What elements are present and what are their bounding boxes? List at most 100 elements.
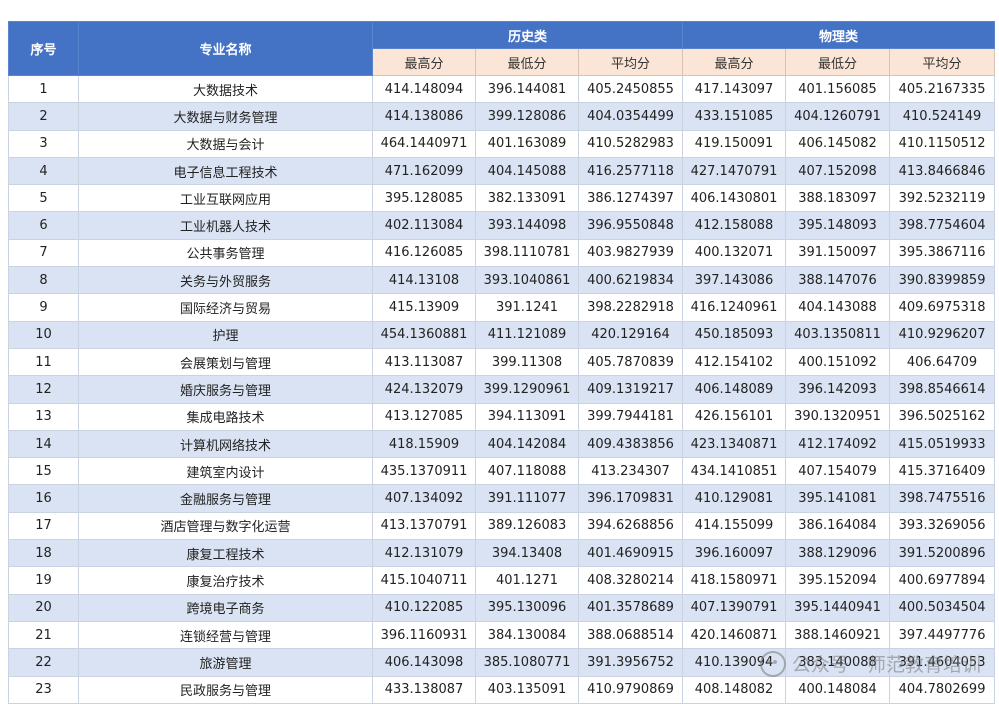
cell-seq-no: 23 (8, 675, 79, 704)
cell-history-avg: 388.0688514 (577, 620, 684, 650)
table-row: 3 大数据与会计 464.1440971 401.163089 410.5282983 4… (8, 129, 996, 158)
table-body: 1 大数据技术 414.148094 396.144081 405.2450855 417… (8, 74, 996, 704)
table-row: 11 会展策划与管理 413.113087 399.11308 405.7870839 4… (8, 347, 996, 377)
cell-history-max: 402.113084 (372, 211, 476, 240)
cell-physics-max: 434.1410851 (682, 457, 787, 486)
cell-history-min: 407.118088 (475, 457, 579, 486)
cell-seq-no: 11 (8, 347, 79, 377)
cell-history-avg: 400.6219834 (577, 266, 684, 295)
cell-major-name: 大数据技术 (78, 74, 373, 104)
cell-history-max: 454.1360881 (372, 320, 476, 349)
table-row: 8 关务与外贸服务 414.13108 393.1040861 400.6219834 3… (8, 266, 996, 295)
cell-major-name: 婚庆服务与管理 (78, 375, 373, 404)
cell-major-name: 国际经济与贸易 (78, 293, 373, 322)
cell-history-avg: 396.1709831 (577, 484, 684, 513)
cell-physics-min: 412.174092 (785, 429, 891, 459)
cell-physics-max: 418.1580971 (682, 566, 787, 595)
table-row: 23 民政服务与管理 433.138087 403.135091 410.9790869… (8, 675, 996, 704)
cell-physics-min: 395.141081 (785, 484, 891, 513)
cell-history-avg: 416.2577118 (577, 156, 684, 186)
cell-physics-avg: 409.6975318 (889, 293, 996, 322)
cell-major-name: 公共事务管理 (78, 238, 373, 268)
cell-physics-min: 403.1350811 (785, 320, 891, 349)
table-row: 18 康复工程技术 412.131079 394.13408 401.4690915 39… (8, 539, 996, 568)
cell-physics-avg: 392.5232119 (889, 184, 996, 213)
cell-history-min: 395.130096 (475, 593, 579, 622)
cell-physics-avg: 390.8399859 (889, 266, 996, 295)
cell-history-min: 382.133091 (475, 184, 579, 213)
cell-history-avg: 398.2282918 (577, 293, 684, 322)
cell-major-name: 大数据与财务管理 (78, 102, 373, 131)
cell-major-name: 民政服务与管理 (78, 675, 373, 704)
cell-history-min: 393.1040861 (475, 266, 579, 295)
table-row: 5 工业互联网应用 395.128085 382.133091 386.1274397 4… (8, 184, 996, 213)
cell-history-avg: 386.1274397 (577, 184, 684, 213)
header-group-physics: 物理类 (682, 21, 996, 49)
cell-history-max: 412.131079 (372, 539, 476, 568)
cell-seq-no: 19 (8, 566, 79, 595)
table-row: 16 金融服务与管理 407.134092 391.111077 396.1709831… (8, 484, 996, 513)
table-row: 21 连锁经营与管理 396.1160931 384.130084 388.068851… (8, 620, 996, 650)
cell-history-max: 406.143098 (372, 648, 476, 677)
cell-history-min: 401.163089 (475, 129, 579, 158)
cell-physics-min: 386.164084 (785, 511, 891, 541)
cell-history-avg: 391.3956752 (577, 648, 684, 677)
header-group-history: 历史类 (371, 21, 684, 49)
cell-physics-max: 414.155099 (682, 511, 787, 541)
cell-history-avg: 409.4383856 (577, 429, 684, 459)
table-row: 12 婚庆服务与管理 424.132079 399.1290961 409.131921… (8, 375, 996, 404)
cell-history-max: 471.162099 (372, 156, 476, 186)
cell-physics-avg: 413.8466846 (889, 156, 996, 186)
cell-seq-no: 7 (8, 238, 79, 268)
cell-seq-no: 17 (8, 511, 79, 541)
cell-physics-max: 410.129081 (682, 484, 787, 513)
cell-physics-min: 388.1460921 (785, 620, 891, 650)
cell-physics-min: 395.1440941 (785, 593, 891, 622)
table-row: 9 国际经济与贸易 415.13909 391.1241 398.2282918 416.… (8, 293, 996, 322)
cell-history-max: 395.128085 (372, 184, 476, 213)
header-physics-min: 最低分 (785, 48, 891, 76)
cell-seq-no: 2 (8, 102, 79, 131)
cell-physics-avg: 406.64709 (889, 347, 996, 377)
cell-seq-no: 14 (8, 429, 79, 459)
cell-physics-avg: 397.4497776 (889, 620, 996, 650)
cell-physics-min: 388.147076 (785, 266, 891, 295)
cell-history-avg: 409.1319217 (577, 375, 684, 404)
cell-physics-max: 396.160097 (682, 539, 787, 568)
cell-history-max: 433.138087 (372, 675, 476, 704)
cell-history-max: 415.13909 (372, 293, 476, 322)
cell-physics-min: 404.1260791 (785, 102, 891, 131)
table-row: 14 计算机网络技术 418.15909 404.142084 409.4383856 4… (8, 429, 996, 459)
cell-seq-no: 12 (8, 375, 79, 404)
cell-history-min: 393.144098 (475, 211, 579, 240)
table-row: 4 电子信息工程技术 471.162099 404.145088 416.2577118… (8, 156, 996, 186)
cell-major-name: 计算机网络技术 (78, 429, 373, 459)
cell-major-name: 跨境电子商务 (78, 593, 373, 622)
cell-physics-avg: 391.4604053 (889, 648, 996, 677)
cell-history-max: 413.113087 (372, 347, 476, 377)
cell-seq-no: 16 (8, 484, 79, 513)
cell-history-min: 398.1110781 (475, 238, 579, 268)
cell-physics-avg: 391.5200896 (889, 539, 996, 568)
table-row: 19 康复治疗技术 415.1040711 401.1271 408.3280214 41… (8, 566, 996, 595)
cell-seq-no: 21 (8, 620, 79, 650)
cell-physics-avg: 396.5025162 (889, 402, 996, 431)
cell-physics-max: 412.154102 (682, 347, 787, 377)
cell-major-name: 金融服务与管理 (78, 484, 373, 513)
cell-major-name: 大数据与会计 (78, 129, 373, 158)
cell-physics-avg: 393.3269056 (889, 511, 996, 541)
cell-physics-min: 388.183097 (785, 184, 891, 213)
cell-physics-avg: 400.6977894 (889, 566, 996, 595)
table-row: 7 公共事务管理 416.126085 398.1110781 403.9827939 4… (8, 238, 996, 268)
cell-major-name: 电子信息工程技术 (78, 156, 373, 186)
cell-history-max: 407.134092 (372, 484, 476, 513)
cell-physics-avg: 398.8546614 (889, 375, 996, 404)
cell-physics-min: 388.129096 (785, 539, 891, 568)
header-history-min: 最低分 (475, 48, 579, 76)
cell-history-max: 396.1160931 (372, 620, 476, 650)
cell-physics-min: 391.150097 (785, 238, 891, 268)
cell-physics-min: 400.151092 (785, 347, 891, 377)
table-row: 15 建筑室内设计 435.1370911 407.118088 413.234307 4… (8, 457, 996, 486)
cell-physics-min: 406.145082 (785, 129, 891, 158)
cell-physics-min: 404.143088 (785, 293, 891, 322)
